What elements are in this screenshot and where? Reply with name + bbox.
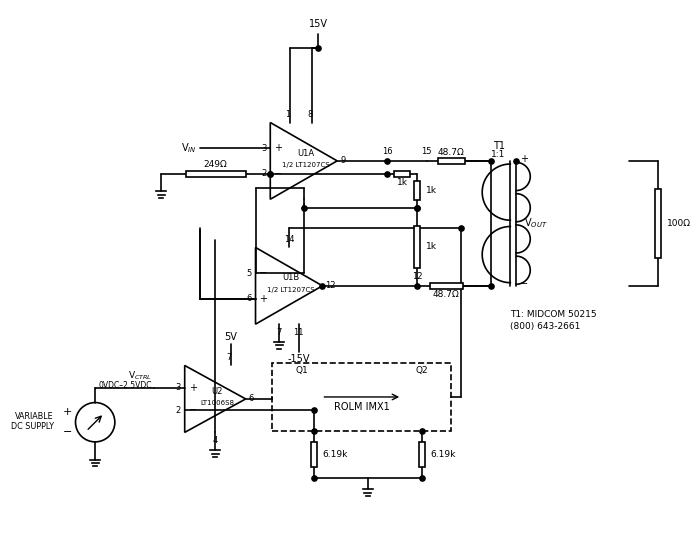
Text: 5: 5	[246, 268, 252, 278]
Text: LT1006S8: LT1006S8	[200, 400, 234, 406]
Text: -15V: -15V	[287, 354, 310, 363]
Text: U2: U2	[212, 386, 223, 396]
Text: 1/2 LT1207CS: 1/2 LT1207CS	[267, 287, 315, 293]
Text: 6: 6	[246, 294, 252, 303]
Text: 5V: 5V	[224, 332, 238, 342]
Text: 2: 2	[261, 169, 266, 178]
Text: 12: 12	[325, 281, 336, 290]
Text: 249Ω: 249Ω	[204, 160, 228, 169]
Text: V$_{CTRL}$: V$_{CTRL}$	[128, 369, 152, 382]
Text: 48.7Ω: 48.7Ω	[438, 148, 465, 156]
Text: 6.19k: 6.19k	[431, 450, 456, 459]
Text: 3: 3	[175, 383, 181, 393]
Text: 15: 15	[421, 147, 432, 156]
Text: Q2: Q2	[415, 366, 428, 375]
Text: 1: 1	[285, 110, 291, 119]
Text: 4: 4	[212, 436, 218, 445]
Text: −: −	[63, 427, 73, 437]
Text: (800) 643-2661: (800) 643-2661	[510, 322, 581, 331]
Text: +: +	[259, 294, 268, 304]
Text: 1:1: 1:1	[491, 150, 505, 159]
Text: 14: 14	[284, 234, 294, 244]
Bar	[430, 283, 463, 289]
Bar	[186, 171, 246, 177]
Text: 4: 4	[301, 203, 306, 212]
Bar	[655, 189, 661, 257]
Text: 12: 12	[412, 272, 422, 281]
Text: 6.19k: 6.19k	[322, 450, 348, 459]
Bar	[394, 171, 410, 177]
Text: 1k: 1k	[426, 243, 437, 251]
Text: 11: 11	[294, 328, 304, 337]
Text: +: +	[189, 383, 196, 393]
Text: 100Ω: 100Ω	[667, 219, 691, 228]
Bar	[310, 442, 317, 467]
Text: 3: 3	[261, 144, 266, 153]
Text: 6: 6	[249, 394, 254, 404]
Bar	[414, 181, 420, 200]
Bar	[419, 442, 425, 467]
Text: +: +	[63, 407, 73, 417]
Bar	[438, 158, 465, 164]
Bar	[414, 226, 420, 268]
Text: 9: 9	[340, 156, 345, 165]
Text: +: +	[274, 143, 282, 153]
Text: 16: 16	[382, 147, 393, 156]
Text: −: −	[189, 405, 196, 415]
Text: U1B: U1B	[282, 273, 300, 282]
Text: 1/2 LT1207CS: 1/2 LT1207CS	[282, 162, 329, 168]
Text: DC SUPPLY: DC SUPPLY	[11, 422, 54, 430]
Text: Q1: Q1	[296, 366, 308, 375]
Text: 1k: 1k	[426, 186, 437, 195]
Text: T1: T1	[493, 141, 505, 151]
Text: +: +	[520, 154, 528, 164]
Text: 1k: 1k	[396, 178, 408, 187]
Text: 15V: 15V	[309, 19, 328, 29]
Text: 0VDC–2.5VDC: 0VDC–2.5VDC	[99, 382, 152, 390]
Text: 7: 7	[226, 352, 231, 362]
Text: ROLM IMX1: ROLM IMX1	[334, 402, 389, 412]
Text: V$_{IN}$: V$_{IN}$	[181, 141, 196, 155]
Text: −: −	[520, 279, 528, 289]
Text: 48.7Ω: 48.7Ω	[433, 290, 460, 299]
Text: V$_{OUT}$: V$_{OUT}$	[524, 216, 548, 230]
Text: 7: 7	[276, 328, 282, 337]
Text: VARIABLE: VARIABLE	[15, 412, 54, 421]
Text: T1: MIDCOM 50215: T1: MIDCOM 50215	[510, 310, 597, 320]
Text: U1A: U1A	[297, 149, 315, 158]
Text: 2: 2	[175, 406, 181, 414]
Text: −: −	[259, 268, 268, 278]
Text: −: −	[274, 169, 282, 178]
Text: 8: 8	[307, 110, 312, 119]
